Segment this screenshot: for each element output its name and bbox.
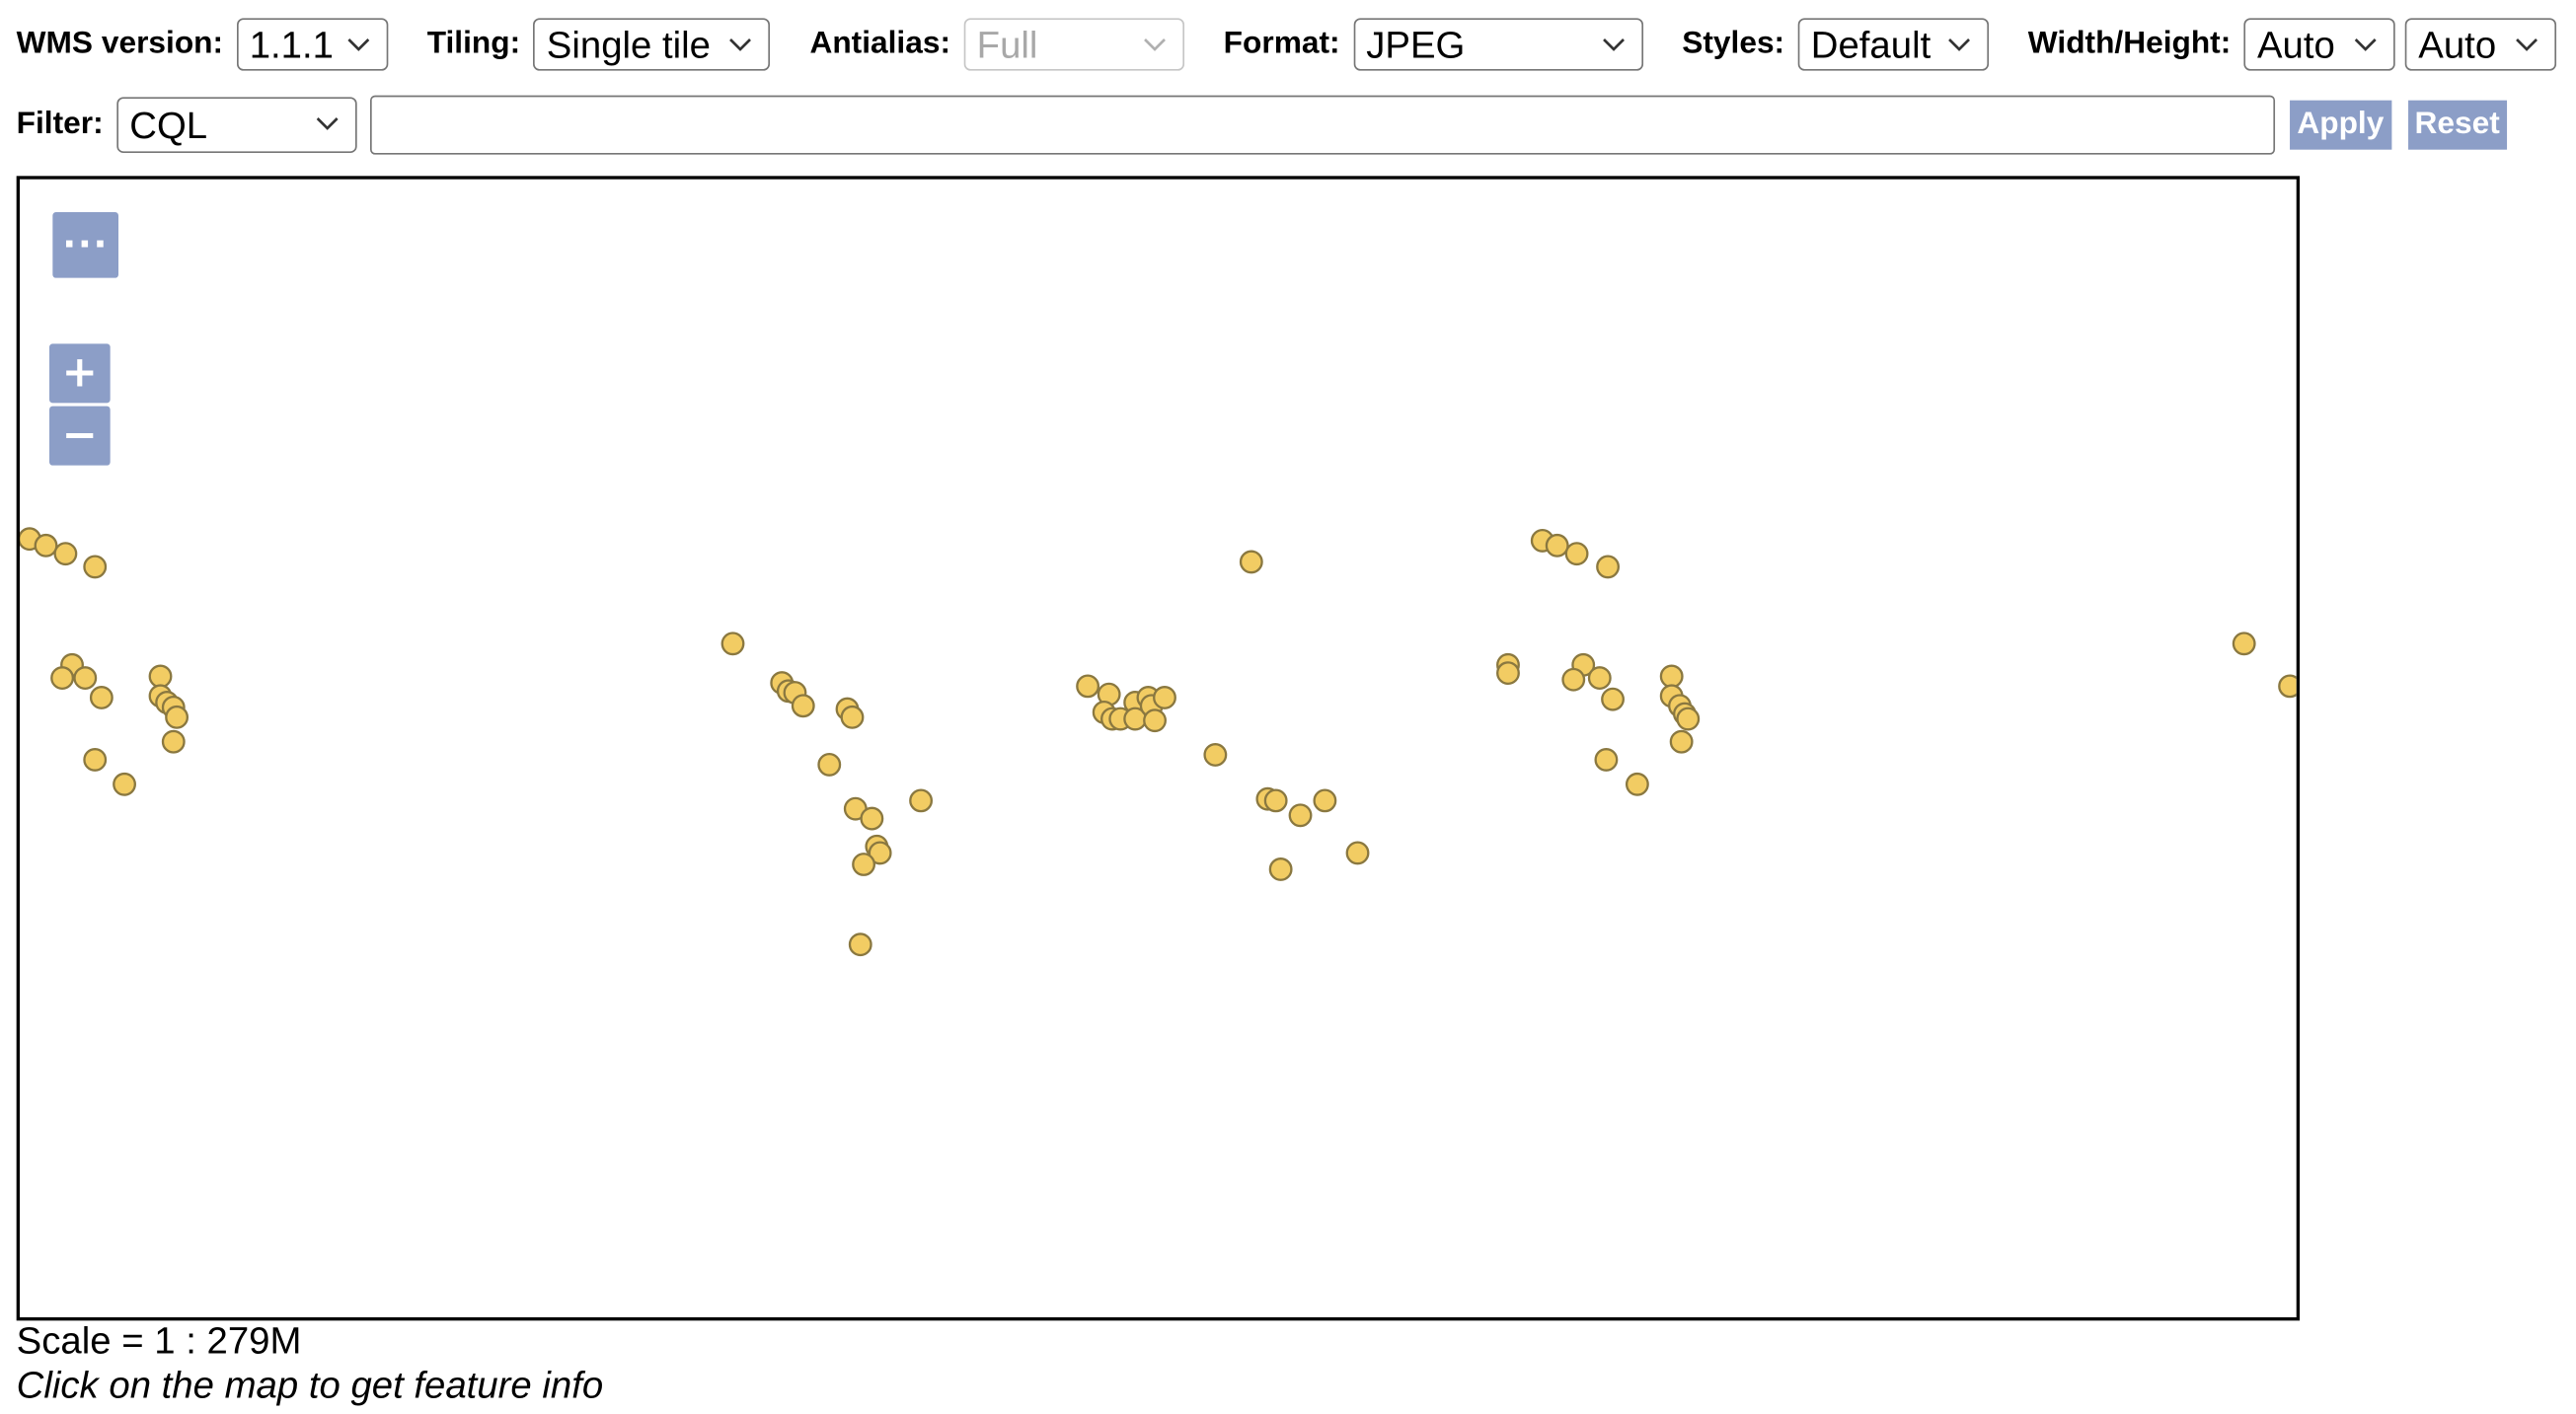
width-select[interactable]: Auto bbox=[2243, 18, 2395, 71]
zoom-in-button[interactable]: + bbox=[49, 343, 111, 404]
filter-type-select[interactable]: CQL bbox=[115, 97, 357, 154]
feature-point[interactable] bbox=[161, 729, 186, 754]
feature-point[interactable] bbox=[1594, 748, 1619, 772]
feature-point[interactable] bbox=[73, 666, 98, 691]
height-value: Auto bbox=[2418, 22, 2497, 65]
feature-point[interactable] bbox=[1564, 542, 1589, 566]
feature-point[interactable] bbox=[113, 772, 136, 796]
feature-point[interactable] bbox=[1076, 674, 1100, 699]
feature-point[interactable] bbox=[1625, 772, 1649, 796]
feature-point[interactable] bbox=[1601, 687, 1625, 711]
zoom-in-icon: + bbox=[61, 348, 98, 399]
reset-button[interactable]: Reset bbox=[2407, 100, 2507, 150]
filter-label: Filter: bbox=[16, 107, 104, 142]
filter-expression-input[interactable] bbox=[369, 95, 2275, 155]
feature-point[interactable] bbox=[50, 666, 75, 691]
feature-point[interactable] bbox=[89, 686, 114, 709]
feature-point[interactable] bbox=[1561, 667, 1586, 692]
feature-point[interactable] bbox=[1263, 788, 1288, 813]
format-label: Format: bbox=[1223, 26, 1340, 61]
feature-point[interactable] bbox=[1203, 743, 1228, 767]
feature-point[interactable] bbox=[1659, 664, 1684, 689]
wms-version-value: 1.1.1 bbox=[249, 22, 334, 65]
feature-info-hint: Click on the map to get feature info bbox=[16, 1363, 604, 1407]
feature-point[interactable] bbox=[83, 555, 108, 579]
feature-point[interactable] bbox=[1143, 708, 1167, 733]
feature-point[interactable] bbox=[1545, 533, 1569, 558]
map-viewport[interactable]: ··· + − bbox=[16, 176, 2301, 1321]
feature-point[interactable] bbox=[1239, 550, 1263, 574]
filter-type-value: CQL bbox=[129, 103, 208, 146]
feature-point[interactable] bbox=[1268, 857, 1293, 881]
scale-readout: Scale = 1 : 279M bbox=[16, 1318, 302, 1363]
chevron-down-icon bbox=[316, 117, 339, 130]
zoom-out-button[interactable]: − bbox=[49, 406, 111, 466]
chevron-down-icon bbox=[2355, 38, 2377, 51]
tiling-select[interactable]: Single tile bbox=[533, 18, 771, 71]
feature-point[interactable] bbox=[1288, 803, 1313, 828]
chevron-down-icon bbox=[346, 38, 369, 51]
feature-point[interactable] bbox=[1345, 841, 1370, 865]
more-button[interactable]: ··· bbox=[52, 212, 119, 278]
zoom-out-icon: − bbox=[61, 410, 98, 461]
feature-point[interactable] bbox=[148, 664, 173, 689]
chevron-down-icon bbox=[1143, 38, 1166, 51]
more-icon: ··· bbox=[62, 224, 110, 266]
feature-point[interactable] bbox=[868, 841, 892, 865]
width-height-label: Width/Height: bbox=[2027, 26, 2232, 61]
tiling-value: Single tile bbox=[546, 22, 712, 65]
styles-label: Styles: bbox=[1682, 26, 1785, 61]
feature-point[interactable] bbox=[1596, 555, 1620, 579]
feature-point[interactable] bbox=[840, 705, 865, 729]
feature-point[interactable] bbox=[852, 853, 876, 876]
chevron-down-icon bbox=[729, 38, 752, 51]
filter-toolbar: Filter: CQL Apply Reset bbox=[16, 95, 2507, 155]
wms-options-toolbar: WMS version: 1.1.1 Tiling: Single tile A… bbox=[17, 17, 2557, 73]
format-value: JPEG bbox=[1366, 22, 1466, 65]
feature-point[interactable] bbox=[1313, 788, 1337, 813]
feature-point[interactable] bbox=[1587, 666, 1612, 691]
styles-value: Default bbox=[1810, 22, 1932, 65]
antialias-value: Full bbox=[976, 22, 1038, 65]
styles-select[interactable]: Default bbox=[1797, 18, 1989, 71]
height-select[interactable]: Auto bbox=[2404, 18, 2557, 71]
chevron-down-icon bbox=[1947, 38, 1970, 51]
format-select[interactable]: JPEG bbox=[1352, 18, 1643, 71]
feature-point[interactable] bbox=[848, 932, 872, 957]
apply-button[interactable]: Apply bbox=[2289, 100, 2392, 150]
map-features-layer[interactable] bbox=[20, 180, 2297, 1317]
feature-point[interactable] bbox=[817, 752, 842, 777]
feature-point[interactable] bbox=[53, 542, 78, 566]
tiling-label: Tiling: bbox=[426, 26, 521, 61]
feature-point[interactable] bbox=[1496, 661, 1520, 686]
feature-point[interactable] bbox=[1676, 707, 1701, 731]
chevron-down-icon bbox=[2516, 38, 2538, 51]
width-value: Auto bbox=[2256, 22, 2335, 65]
feature-point[interactable] bbox=[791, 694, 815, 718]
feature-point[interactable] bbox=[2278, 674, 2297, 699]
feature-point[interactable] bbox=[909, 788, 934, 813]
feature-point[interactable] bbox=[34, 533, 58, 558]
feature-point[interactable] bbox=[2232, 632, 2256, 656]
feature-point[interactable] bbox=[720, 632, 745, 656]
feature-point[interactable] bbox=[1669, 729, 1694, 754]
antialias-label: Antialias: bbox=[809, 26, 951, 61]
feature-point[interactable] bbox=[860, 806, 884, 831]
feature-point[interactable] bbox=[1153, 686, 1176, 709]
wms-version-select[interactable]: 1.1.1 bbox=[236, 18, 388, 71]
feature-point[interactable] bbox=[165, 705, 189, 729]
antialias-select: Full bbox=[963, 18, 1184, 71]
feature-point[interactable] bbox=[83, 748, 108, 772]
chevron-down-icon bbox=[1602, 38, 1625, 51]
wms-version-label: WMS version: bbox=[16, 26, 224, 61]
